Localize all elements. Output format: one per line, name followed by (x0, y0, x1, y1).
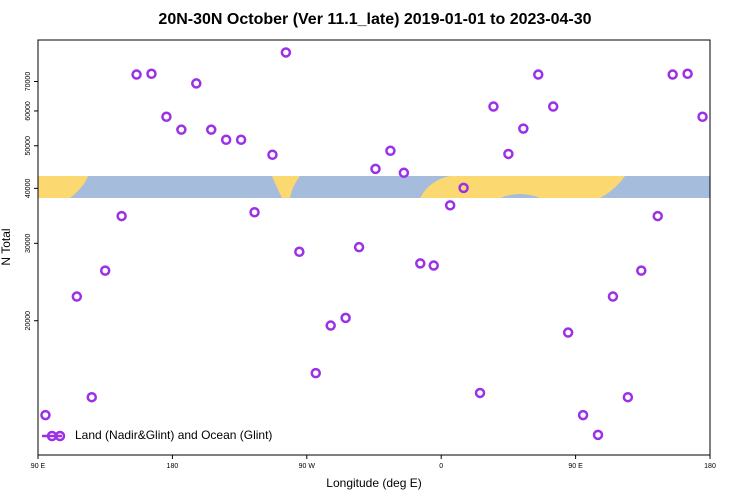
chart-title: 20N-30N October (Ver 11.1_late) 2019-01-… (158, 11, 591, 28)
point (40, 409, 51, 421)
point (340, 312, 351, 324)
point (353, 241, 365, 253)
point (458, 182, 469, 194)
y-tick-label: 60000 (25, 101, 32, 121)
point (415, 258, 426, 269)
x-tick-label: 180 (704, 463, 716, 470)
point (116, 210, 127, 222)
x-axis-label: Longitude (deg E) (326, 476, 421, 490)
point (636, 265, 647, 276)
point (488, 101, 499, 112)
y-tick-label: 40000 (25, 179, 32, 199)
legend-label: Land (Nadir&Glint) and Ocean (Glint) (75, 428, 272, 442)
point (533, 69, 544, 80)
point (280, 47, 292, 58)
point (592, 429, 604, 441)
point (235, 134, 247, 145)
point (146, 68, 157, 80)
point (176, 124, 187, 135)
land (420, 176, 625, 198)
point (370, 163, 381, 175)
point (547, 101, 559, 112)
y-tick-label: 70000 (25, 72, 32, 92)
point (428, 260, 439, 271)
point (444, 200, 456, 211)
land (272, 176, 300, 198)
plot-frame (37, 39, 711, 456)
point (385, 145, 396, 157)
point (294, 246, 305, 258)
point (86, 391, 98, 403)
point (325, 320, 336, 331)
y-tick-label: 20000 (25, 311, 32, 331)
point (474, 387, 486, 399)
land (38, 176, 88, 198)
point (607, 291, 619, 302)
point (398, 167, 410, 179)
point (622, 391, 634, 403)
point (71, 291, 83, 302)
point (267, 149, 278, 161)
map-band (38, 176, 710, 198)
point (310, 367, 322, 379)
point (577, 409, 589, 421)
x-tick-label: 90 W (299, 463, 316, 470)
x-tick-label: 0 (439, 463, 443, 470)
point (220, 134, 232, 145)
point (562, 327, 574, 338)
y-tick-label: 30000 (25, 233, 32, 253)
point (99, 265, 111, 276)
point (518, 123, 529, 134)
point (191, 78, 202, 89)
point (161, 111, 172, 123)
point (131, 69, 142, 80)
point (652, 210, 663, 222)
point (682, 68, 693, 80)
point (249, 206, 260, 218)
x-tick-label: 180 (167, 463, 179, 470)
point (697, 111, 708, 123)
point (503, 148, 514, 160)
x-tick-label: 90 E (568, 463, 583, 470)
x-tick-label: 90 E (31, 463, 46, 470)
point (205, 124, 217, 135)
y-axis-label: N Total (0, 228, 13, 265)
legend-marker (54, 430, 66, 442)
point (667, 69, 678, 80)
y-tick-label: 50000 (25, 136, 32, 156)
